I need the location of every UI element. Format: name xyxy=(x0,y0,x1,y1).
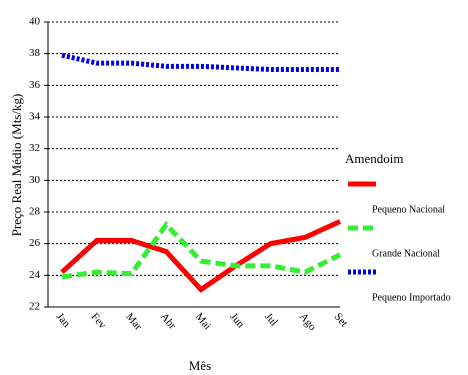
legend-title: Amendoim xyxy=(345,151,404,166)
legend-label: Pequeno Importado xyxy=(372,292,451,303)
x-tick-label: Jun xyxy=(228,311,247,331)
y-tick-label: 40 xyxy=(29,16,41,28)
x-tick-label: Ago xyxy=(297,311,319,334)
y-tick-label: 24 xyxy=(29,269,41,281)
y-tick-label: 32 xyxy=(29,142,40,154)
legend-label: Grande Nacional xyxy=(372,248,440,259)
y-tick-label: 26 xyxy=(29,237,41,249)
series-line xyxy=(61,220,342,280)
x-tick-label: Fev xyxy=(89,311,109,332)
y-tick-label: 38 xyxy=(29,47,41,59)
x-tick-label: Mai xyxy=(193,311,214,332)
legend-label: Pequeno Nacional xyxy=(372,204,445,215)
series-line xyxy=(60,219,342,293)
series-line xyxy=(61,52,340,72)
y-tick-label: 28 xyxy=(29,206,41,218)
x-tick-label: Set xyxy=(332,311,350,329)
x-tick-label: Mar xyxy=(123,311,144,333)
y-tick-label: 34 xyxy=(29,111,41,123)
y-axis-label: Preço Real Médio (Mts/kg) xyxy=(9,94,24,237)
y-tick-label: 30 xyxy=(29,174,41,186)
x-tick-label: Abr xyxy=(158,311,178,332)
y-tick-label: 36 xyxy=(29,79,41,91)
x-axis-label: Mês xyxy=(189,358,211,373)
y-tick-label: 22 xyxy=(29,301,40,313)
x-tick-label: Jul xyxy=(262,311,279,329)
x-tick-label: Jan xyxy=(54,311,73,330)
